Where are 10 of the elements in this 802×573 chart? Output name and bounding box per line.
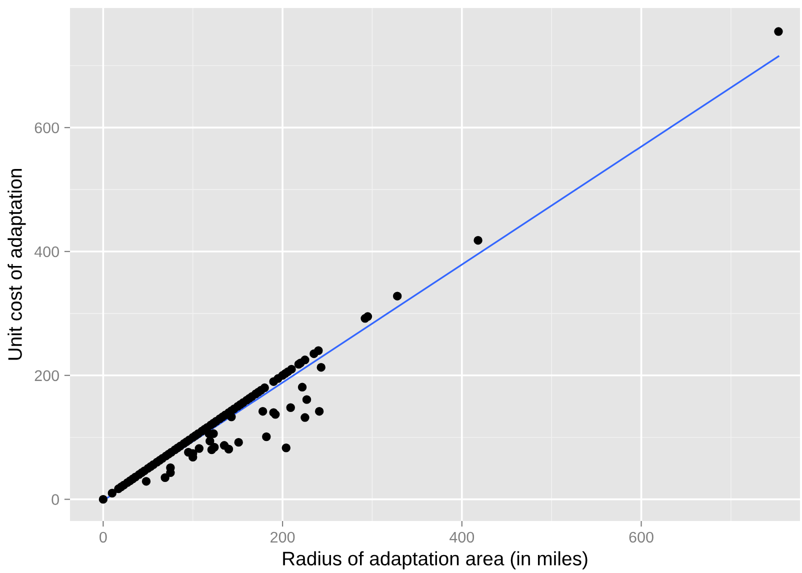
x-tick-label: 200 <box>270 532 295 543</box>
x-tick-label: 0 <box>100 532 107 543</box>
y-tick-label: 200 <box>34 370 59 382</box>
y-tick-label: 600 <box>34 122 59 134</box>
y-axis-title: Unit cost of adaptation <box>8 169 26 360</box>
x-axis-title: Radius of adaptation area (in miles) <box>283 551 588 570</box>
x-tick-label: 600 <box>629 532 654 543</box>
y-tick-label: 0 <box>52 494 59 505</box>
x-tick-label: 400 <box>450 532 474 543</box>
y-tick-label: 400 <box>34 246 59 258</box>
